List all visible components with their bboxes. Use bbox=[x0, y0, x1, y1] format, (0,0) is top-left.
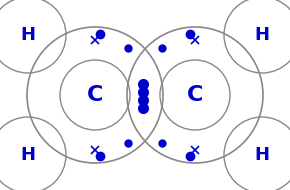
Text: C: C bbox=[187, 85, 203, 105]
Text: C: C bbox=[87, 85, 103, 105]
Text: H: H bbox=[255, 146, 269, 164]
Text: H: H bbox=[21, 26, 35, 44]
Text: H: H bbox=[21, 146, 35, 164]
Text: H: H bbox=[255, 26, 269, 44]
